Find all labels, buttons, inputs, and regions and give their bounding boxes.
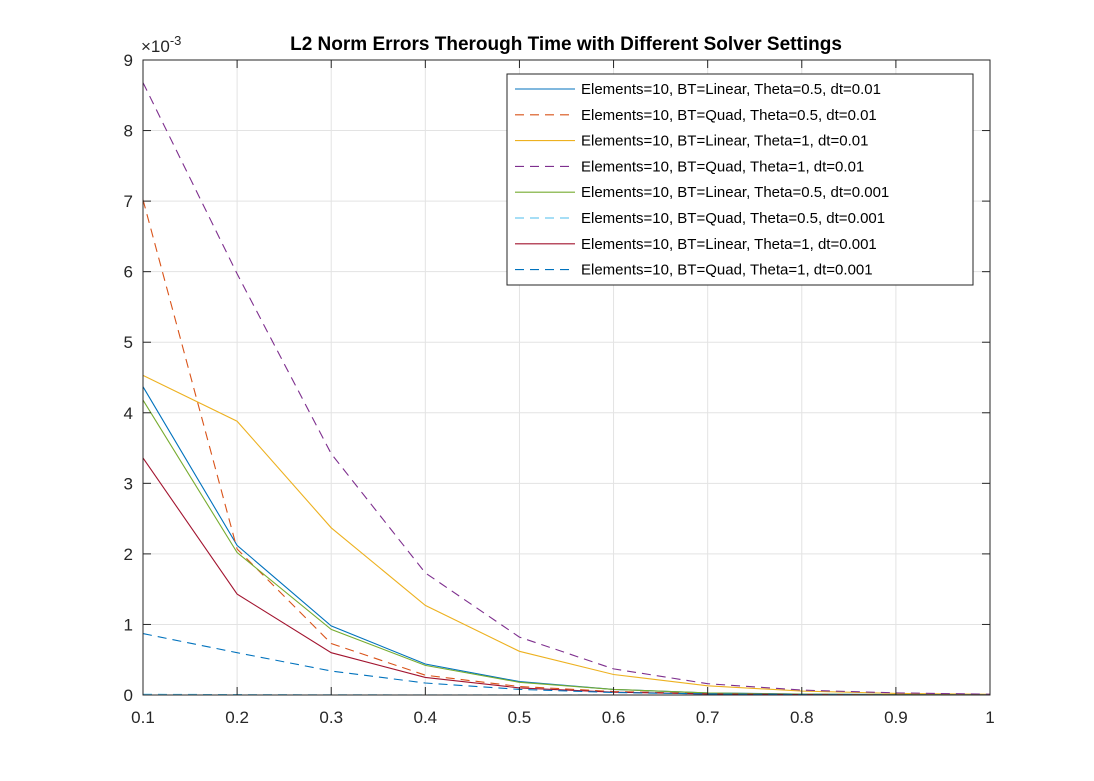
x-tick-label: 0.5 [508,708,532,727]
x-tick-label: 0.7 [696,708,720,727]
y-tick-label: 4 [124,404,133,423]
x-tick-label: 1 [985,708,994,727]
y-exponent-base: ×10 [141,37,170,56]
y-exponent-power: -3 [170,33,182,48]
series-line-3 [142,374,991,695]
series-line-2 [142,199,991,696]
y-tick-label: 1 [124,615,133,634]
y-tick-label: 8 [124,122,133,141]
x-tick-label: 0.8 [790,708,814,727]
x-tick-label: 0.9 [884,708,908,727]
y-tick-label: 6 [124,263,133,282]
x-tick-label: 0.4 [414,708,438,727]
legend-entry-6: Elements=10, BT=Quad, Theta=0.5, dt=0.00… [581,210,885,227]
y-tick-label: 2 [124,545,133,564]
legend: Elements=10, BT=Linear, Theta=0.5, dt=0.… [506,73,974,286]
y-tick-label: 9 [124,51,133,70]
y-tick-label: 3 [124,474,133,493]
x-tick-label: 0.3 [319,708,343,727]
axes-box [142,59,991,696]
legend-entry-7: Elements=10, BT=Linear, Theta=1, dt=0.00… [581,236,877,253]
y-tick-label: 0 [124,686,133,705]
legend-entry-8: Elements=10, BT=Quad, Theta=1, dt=0.001 [581,262,873,279]
y-exponent-label: ×10-3 [141,33,181,56]
axes: 0.1 0.2 0.3 0.4 0.5 0.6 0.7 0.8 0.9 1 0 1 2 3 4 5 6 7 8 9 [124,51,995,727]
legend-entry-2: Elements=10, BT=Quad, Theta=0.5, dt=0.01 [581,107,877,124]
legend-entry-4: Elements=10, BT=Quad, Theta=1, dt=0.01 [581,158,864,175]
legend-entry-1: Elements=10, BT=Linear, Theta=0.5, dt=0.… [581,81,881,98]
x-tick-label: 0.1 [131,708,155,727]
legend-entry-3: Elements=10, BT=Linear, Theta=1, dt=0.01 [581,133,868,150]
legend-entry-5: Elements=10, BT=Linear, Theta=0.5, dt=0.… [581,184,889,201]
legend-box [506,73,974,286]
x-tick-label: 0.6 [602,708,626,727]
y-tick-label: 5 [124,333,133,352]
y-tick-label: 7 [124,192,133,211]
x-tick-label: 0.2 [225,708,249,727]
chart-title: L2 Norm Errors Therough Time with Differ… [290,34,842,55]
